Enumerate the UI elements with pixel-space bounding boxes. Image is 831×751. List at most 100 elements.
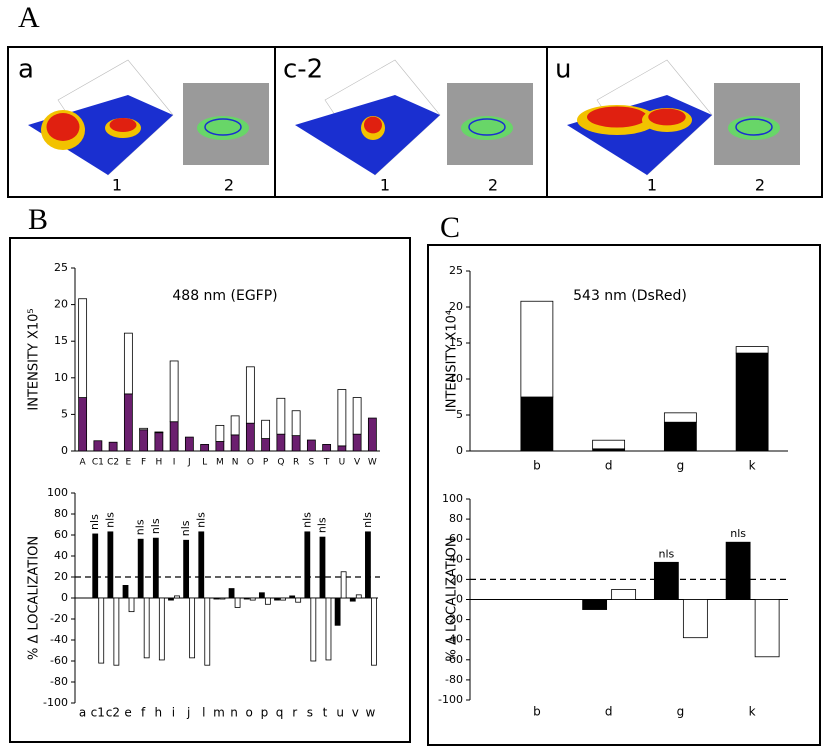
- bar: [204, 597, 211, 666]
- bar: [249, 597, 256, 601]
- bar: [123, 393, 133, 452]
- bar-label: nls: [88, 514, 101, 530]
- x-tick-label: R: [293, 458, 299, 468]
- bar: [735, 352, 769, 452]
- x-tick-label: C2: [107, 458, 119, 468]
- bar: [611, 589, 637, 600]
- bar: [663, 412, 697, 423]
- view-label: 1: [380, 176, 390, 195]
- y-tick-label: 80: [449, 512, 463, 525]
- x-tick-label: a: [79, 706, 86, 720]
- bar: [582, 599, 608, 610]
- bar: [152, 537, 159, 599]
- y-tick-label: 100: [47, 486, 68, 499]
- bar: [169, 421, 179, 452]
- x-tick-label: o: [246, 706, 253, 720]
- y-tick-label: -40: [445, 633, 463, 646]
- panel-b-frame: [9, 237, 411, 743]
- y-tick-label: -100: [438, 693, 463, 706]
- x-tick-label: O: [247, 458, 254, 468]
- y-tick-label: -60: [50, 654, 68, 667]
- view-label: 2: [224, 176, 234, 195]
- x-tick-label: r: [292, 706, 297, 720]
- x-tick-label: s: [307, 706, 313, 720]
- bar-label: nls: [658, 547, 674, 560]
- x-tick-label: l: [202, 706, 205, 720]
- x-tick-label: b: [533, 705, 541, 719]
- x-tick-label: b: [533, 459, 541, 473]
- bar: [319, 536, 326, 599]
- x-tick-label: q: [276, 706, 284, 720]
- y-axis-label: INTENSITY X10⁵: [27, 308, 42, 410]
- y-tick-label: 20: [449, 300, 463, 313]
- bar: [261, 419, 271, 439]
- bar: [215, 424, 225, 442]
- x-tick-label: m: [213, 706, 225, 720]
- bar-label: nls: [300, 512, 313, 528]
- bar: [169, 360, 179, 423]
- bar: [122, 585, 129, 599]
- bar: [725, 541, 751, 600]
- bar: [276, 397, 286, 435]
- bar: [352, 433, 362, 452]
- bar: [108, 441, 118, 452]
- y-tick-label: 20: [54, 298, 68, 311]
- x-tick-label: f: [141, 706, 146, 720]
- bar: [258, 592, 265, 599]
- bar: [520, 300, 554, 398]
- bar: [174, 595, 180, 599]
- bar: [128, 597, 135, 613]
- bar: [663, 421, 697, 452]
- bar: [274, 597, 280, 601]
- bar: [367, 417, 377, 452]
- bar: [682, 599, 708, 639]
- chart-title: 488 nm (EGFP): [172, 288, 277, 304]
- bar: [230, 434, 240, 452]
- surface-peak: [364, 116, 382, 134]
- bar: [189, 597, 196, 659]
- x-tick-label: F: [141, 458, 146, 468]
- y-axis-label: % Δ LOCALIZATION: [27, 536, 42, 660]
- x-tick-label: P: [263, 458, 269, 468]
- x-tick-label: k: [749, 459, 756, 473]
- y-tick-label: 80: [54, 507, 68, 520]
- bar: [78, 397, 88, 452]
- surface-peak: [46, 113, 80, 141]
- bar-label: nls: [149, 518, 162, 534]
- x-tick-label: h: [155, 706, 163, 720]
- x-tick-label: j: [186, 706, 190, 720]
- x-tick-label: d: [605, 705, 613, 719]
- x-tick-label: c2: [106, 706, 120, 720]
- x-tick-label: g: [677, 705, 685, 719]
- y-tick-label: 40: [54, 549, 68, 562]
- panel-a-images: a 1 2 c-2 1 2 u 1 2: [18, 55, 800, 195]
- bar: [337, 445, 347, 452]
- nucleus-outline: [204, 118, 242, 136]
- y-tick-label: 20: [54, 570, 68, 583]
- bar: [154, 432, 164, 452]
- bar-label: nls: [179, 520, 192, 536]
- bar: [158, 597, 165, 661]
- bar: [310, 597, 317, 662]
- panel-a-frame: [7, 46, 823, 198]
- view-label: 2: [755, 176, 765, 195]
- y-tick-label: 5: [456, 408, 463, 421]
- x-tick-label: n: [230, 706, 238, 720]
- x-tick-label: c1: [91, 706, 105, 720]
- bar: [230, 415, 240, 436]
- bar: [123, 332, 133, 395]
- y-tick-label: 5: [61, 407, 68, 420]
- x-tick-label: p: [261, 706, 269, 720]
- bar: [289, 595, 296, 599]
- bar: [322, 444, 332, 452]
- bar: [245, 366, 255, 424]
- y-tick-label: -20: [445, 613, 463, 626]
- surface-peak: [109, 118, 137, 132]
- bar: [154, 431, 164, 434]
- bar: [245, 422, 255, 452]
- y-tick-label: -40: [50, 633, 68, 646]
- bar: [93, 440, 103, 452]
- bar: [139, 427, 149, 431]
- bar: [304, 531, 311, 599]
- panel-letter: B: [28, 203, 48, 236]
